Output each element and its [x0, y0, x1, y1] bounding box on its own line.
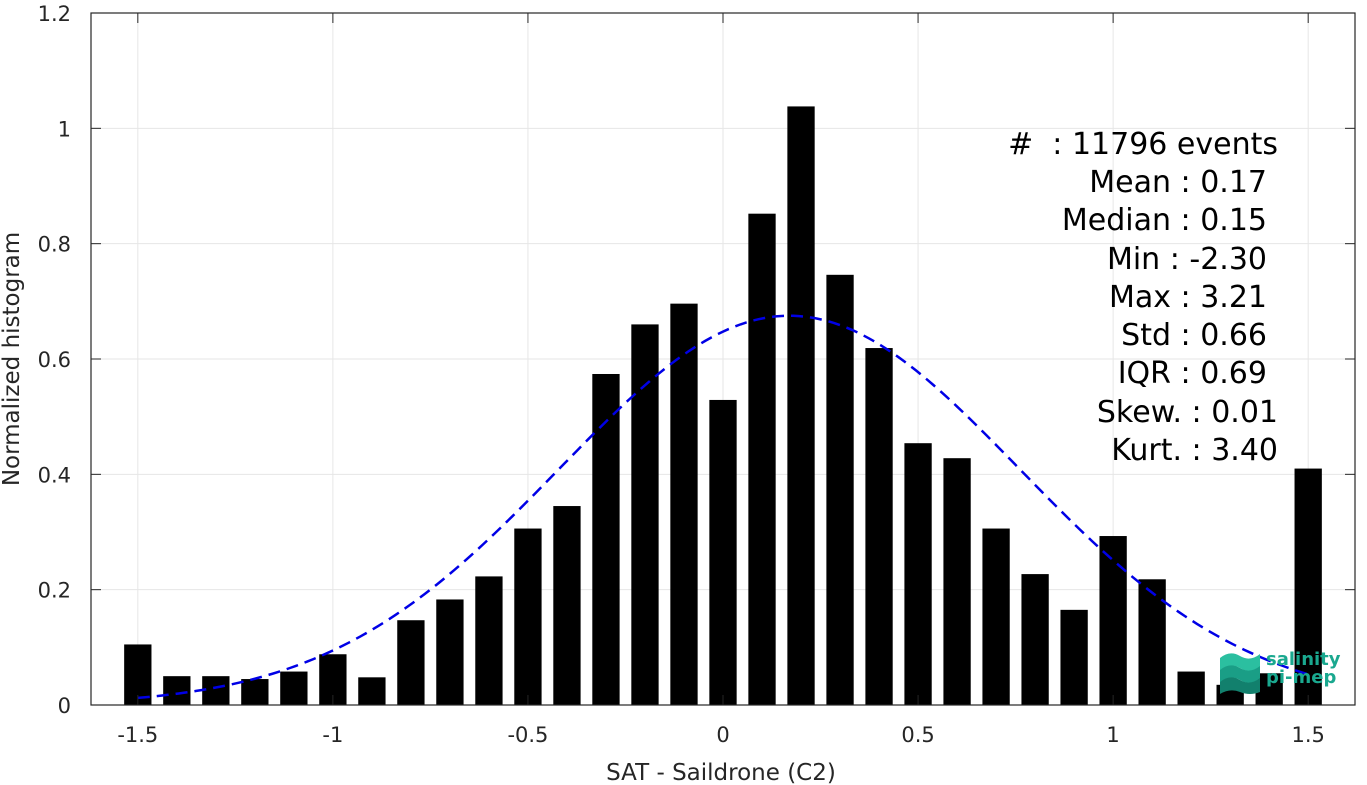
histogram-bar [397, 620, 425, 705]
x-tick-label: 1 [1106, 723, 1119, 747]
salinity-pi-mep-logo: salinity pi-mep [1216, 646, 1346, 696]
y-tick-label: 0.4 [38, 463, 71, 487]
histogram-bar [1060, 609, 1088, 705]
stat-min: Min : -2.30 [1106, 242, 1267, 277]
y-axis-label: Normalized histogram [0, 232, 25, 486]
y-tick-label: 1.2 [38, 2, 71, 26]
histogram-bar [1099, 536, 1127, 705]
x-tick-label: -1 [322, 723, 343, 747]
histogram-bar [904, 443, 932, 705]
histogram-bar [280, 671, 308, 705]
stat-max: Max : 3.21 [1109, 280, 1267, 315]
histogram-bar [1294, 468, 1322, 705]
stat-kurt: Kurt. : 3.40 [1111, 433, 1278, 468]
x-tick-label: -1.5 [117, 723, 158, 747]
x-tick-label: 0.5 [901, 723, 934, 747]
histogram-bar [748, 213, 776, 705]
y-tick-label: 0.8 [38, 233, 71, 257]
histogram-bar [436, 599, 464, 705]
histogram-bar [592, 373, 620, 705]
histogram-bar [670, 303, 698, 705]
histogram-bar [631, 324, 659, 705]
histogram-bar [553, 506, 581, 705]
logo-line2: pi-mep [1266, 667, 1337, 688]
histogram-bar [163, 676, 191, 705]
histogram-bar [826, 274, 854, 705]
histogram-bar [982, 528, 1010, 705]
histogram-bar [865, 348, 893, 705]
wave-logo-icon [1220, 653, 1260, 694]
histogram-bar [943, 458, 971, 705]
stat-iqr: IQR : 0.69 [1117, 356, 1267, 391]
x-tick-label: 0 [716, 723, 729, 747]
stat-mean: Mean : 0.17 [1089, 165, 1267, 200]
stat-std: Std : 0.66 [1121, 318, 1267, 353]
stat-skew: Skew. : 0.01 [1096, 395, 1278, 430]
stat-events: # : 11796 events [1008, 127, 1278, 162]
histogram-bar [202, 676, 230, 705]
histogram-bar [1021, 574, 1049, 705]
histogram-bar [1177, 671, 1205, 705]
histogram-bar [475, 576, 503, 705]
histogram-bar [124, 644, 152, 705]
histogram-bar [787, 106, 815, 706]
x-axis-label: SAT - Saildrone (C2) [606, 760, 836, 785]
y-axis-ticks: 0 0.2 0.4 0.6 0.8 1 1.2 [38, 2, 1355, 718]
logo-line1: salinity [1266, 649, 1341, 670]
histogram-bar [709, 399, 737, 705]
stat-median: Median : 0.15 [1061, 203, 1267, 238]
y-tick-label: 0.2 [38, 579, 71, 603]
normal-fit-curve [137, 314, 1309, 700]
histogram-bar [358, 677, 386, 705]
y-tick-label: 0 [58, 694, 71, 718]
x-tick-label: -0.5 [507, 723, 548, 747]
histogram-bar [514, 528, 542, 705]
histogram-bar [1138, 579, 1166, 705]
y-tick-label: 1 [58, 117, 71, 141]
x-axis-ticks: -1.5 -1 -0.5 0 0.5 1 1.5 [117, 13, 1325, 747]
histogram-bars [124, 106, 1322, 706]
histogram-bar [241, 679, 269, 705]
y-tick-label: 0.6 [38, 348, 71, 372]
x-tick-label: 1.5 [1291, 723, 1324, 747]
histogram-bar [1255, 673, 1283, 705]
